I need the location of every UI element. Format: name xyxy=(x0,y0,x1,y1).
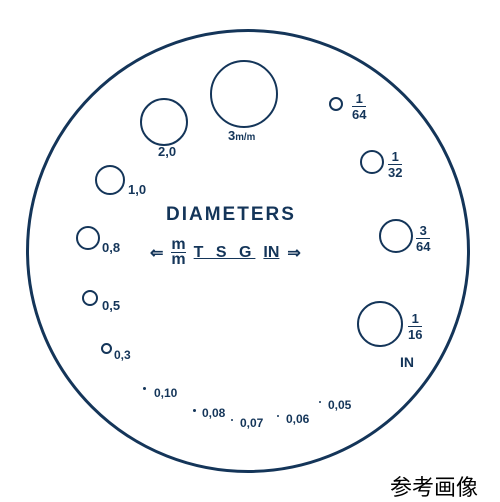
mm-dot xyxy=(143,387,146,390)
in-circle xyxy=(357,301,403,347)
in-fraction-label: 116 xyxy=(408,312,422,341)
mm-circle xyxy=(101,343,112,354)
axis-center: T S G xyxy=(194,244,256,262)
mm-unit: mm xyxy=(171,238,185,268)
diagram-stage: DIAMETERS⇐ mm T S G IN ⇒ 3m/m 2,0 1,0 0,8 0,5 0,3 0… xyxy=(0,0,500,500)
mm-circle-label: 1,0 xyxy=(128,182,146,197)
mm-dot-label: 0,08 xyxy=(202,406,225,420)
mm-dot-label: 0,10 xyxy=(154,386,177,400)
mm-circle xyxy=(82,290,98,306)
left-arrow-icon: ⇐ xyxy=(150,243,163,263)
mm-circle-label: 0,5 xyxy=(102,298,120,313)
in-circle xyxy=(360,150,384,174)
mm-dot xyxy=(193,409,196,412)
axis-row: ⇐ mm T S G IN ⇒ xyxy=(150,238,301,268)
right-arrow-icon: ⇒ xyxy=(287,243,300,263)
mm-circle-label: 2,0 xyxy=(158,144,176,159)
mm-dot-label: 0,07 xyxy=(240,416,263,430)
mm-circle-label: 0,3 xyxy=(114,348,131,362)
in-fraction-label: 164 xyxy=(352,92,366,121)
mm-circle xyxy=(95,165,125,195)
mm-circle-label: 0,8 xyxy=(102,240,120,255)
mm-dot xyxy=(319,401,321,403)
mm-circle xyxy=(140,98,188,146)
title: DIAMETERS xyxy=(166,204,296,226)
mm-circle xyxy=(76,226,100,250)
mm-dot-label: 0,05 xyxy=(328,398,351,412)
mm-circle-label: 3m/m xyxy=(228,128,255,143)
mm-dot xyxy=(231,419,233,421)
in-fraction-label: 132 xyxy=(388,150,402,179)
mm-dot xyxy=(277,415,279,417)
mm-dot-label: 0,06 xyxy=(286,412,309,426)
axis-in-label: IN xyxy=(263,244,279,262)
in-unit-label: IN xyxy=(400,354,414,370)
in-circle xyxy=(329,97,343,111)
in-fraction-label: 364 xyxy=(416,224,430,253)
corner-caption: 参考画像 xyxy=(390,470,478,502)
mm-circle xyxy=(210,60,278,128)
in-circle xyxy=(379,219,413,253)
